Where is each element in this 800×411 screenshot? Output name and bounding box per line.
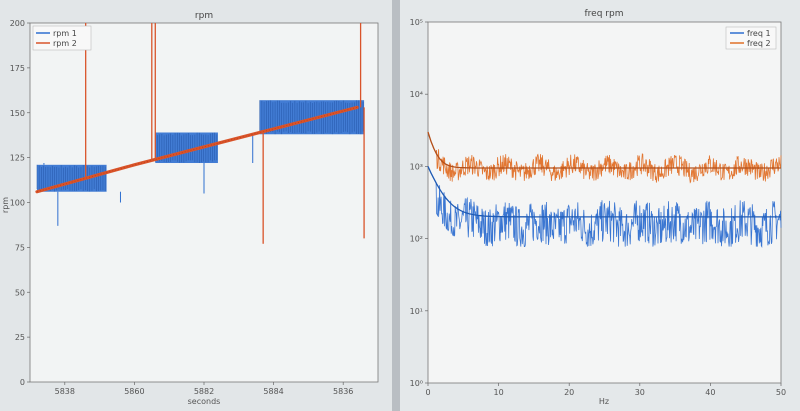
right-x-tick-label: 40 [705,388,715,397]
freq1-line [427,166,782,248]
left-x-tick-label: 5860 [124,387,144,396]
right-chart-title: freq rpm [585,9,624,19]
freq2-line [427,131,782,184]
left-x-axis-label: seconds [188,397,221,406]
rpm2-ramp-texture [36,106,358,193]
left-x-tick-label: 5836 [333,387,353,396]
left-y-tick-label: 75 [15,243,25,252]
right-y-tick-label: 10⁴ [410,90,423,99]
right-x-tick-label: 20 [564,388,574,397]
right-series-group [427,131,782,248]
left-y-tick-label: 150 [10,109,25,118]
right-y-ticks: 10⁰ 10¹ 10² 10³ 10⁴ 10⁵ [410,18,428,388]
left-y-tick-label: 25 [15,333,25,342]
left-y-tick-label: 175 [10,64,25,73]
right-x-tick-label: 0 [425,388,430,397]
right-x-tick-label: 30 [635,388,645,397]
freq2-trend [427,131,781,169]
left-chart-title: rpm [195,11,213,21]
left-y-ticks: 0 25 50 75 100 125 150 175 200 [10,19,30,387]
right-x-tick-label: 10 [494,388,504,397]
left-legend-label: rpm 2 [53,39,77,48]
left-y-tick-label: 125 [10,154,25,163]
freq1-trend [427,166,781,218]
right-legend-label: freq 1 [747,29,771,38]
left-x-tick-label: 5838 [55,387,75,396]
left-series-group [35,23,365,244]
right-legend-label: freq 2 [747,39,771,48]
right-y-tick-label: 10⁵ [410,18,423,27]
right-y-tick-label: 10³ [410,162,423,171]
left-x-tick-label: 5884 [263,387,283,396]
left-y-tick-label: 0 [20,378,25,387]
right-x-tick-label: 50 [776,388,786,397]
left-x-tick-label: 5882 [194,387,214,396]
right-axes-frame [427,21,782,384]
left-y-tick-label: 200 [10,19,25,28]
left-legend-box [32,25,92,51]
right-x-ticks: 0 10 20 30 40 50 [425,383,786,397]
right-y-tick-label: 10¹ [410,307,423,316]
left-x-ticks: 5838 5860 5882 5884 5836 [55,382,353,396]
right-y-tick-label: 10⁰ [410,379,423,388]
left-axes-frame [29,22,379,383]
left-y-tick-label: 100 [10,199,25,208]
right-y-tick-label: 10² [410,235,423,244]
left-y-axis-label: rpm [1,197,10,213]
left-legend-label: rpm 1 [53,29,77,38]
left-y-tick-label: 50 [15,288,25,297]
right-x-axis-label: Hz [599,397,609,406]
screen-divider [392,0,400,411]
